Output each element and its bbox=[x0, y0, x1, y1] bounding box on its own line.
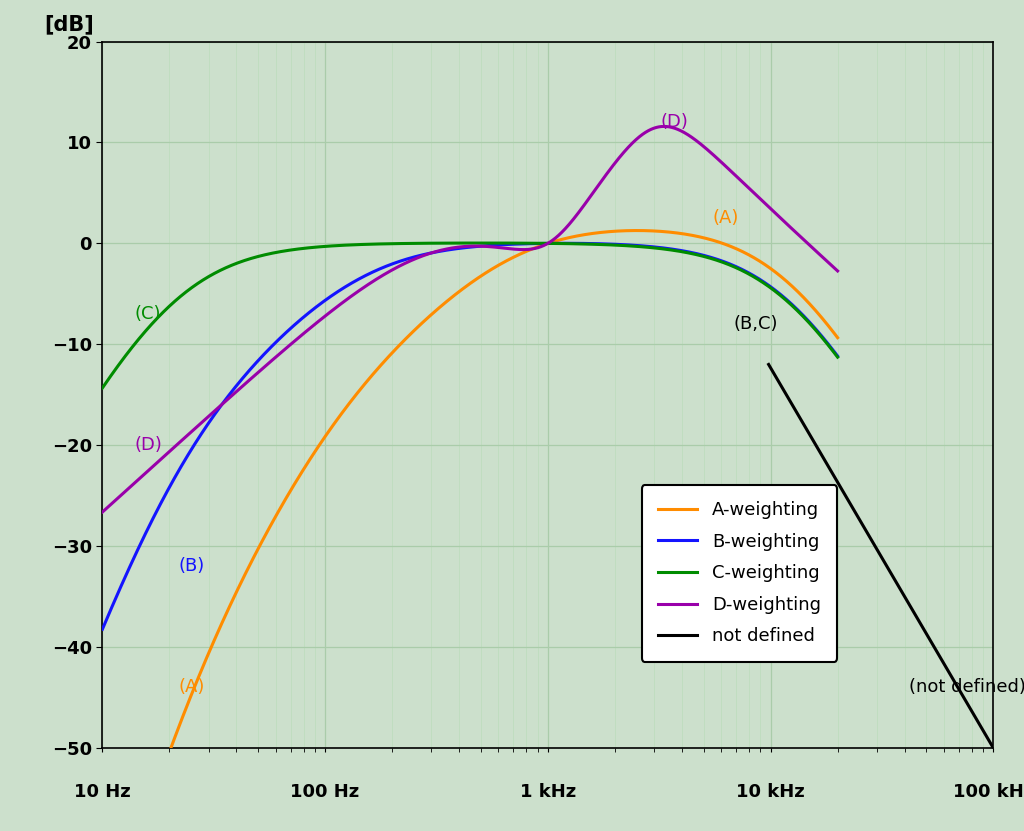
A-weighting bbox=[738, 248, 751, 258]
A-weighting bbox=[831, 332, 844, 342]
A-weighting bbox=[631, 225, 643, 235]
A-weighting bbox=[410, 323, 422, 333]
not defined bbox=[896, 588, 908, 597]
not defined bbox=[900, 594, 912, 604]
B-weighting bbox=[410, 252, 422, 262]
A-weighting bbox=[378, 356, 390, 366]
Text: (C): (C) bbox=[135, 305, 162, 323]
B-weighting bbox=[378, 262, 390, 272]
B-weighting bbox=[817, 333, 829, 343]
D-weighting bbox=[96, 507, 109, 517]
Line: C-weighting: C-weighting bbox=[102, 243, 838, 388]
Text: (A): (A) bbox=[178, 678, 205, 696]
D-weighting bbox=[180, 431, 193, 441]
Text: 1 kHz: 1 kHz bbox=[520, 783, 575, 801]
D-weighting bbox=[378, 269, 390, 279]
Text: 100 kHz: 100 kHz bbox=[952, 783, 1024, 801]
D-weighting bbox=[223, 392, 236, 402]
B-weighting bbox=[738, 266, 751, 276]
Text: [dB]: [dB] bbox=[44, 14, 94, 35]
not defined bbox=[987, 743, 999, 753]
C-weighting bbox=[96, 383, 109, 393]
C-weighting bbox=[831, 352, 844, 362]
Text: 10 kHz: 10 kHz bbox=[736, 783, 805, 801]
Text: 100 Hz: 100 Hz bbox=[291, 783, 359, 801]
Text: (A): (A) bbox=[713, 209, 739, 227]
D-weighting bbox=[410, 253, 422, 263]
Legend: A-weighting, B-weighting, C-weighting, D-weighting, not defined: A-weighting, B-weighting, C-weighting, D… bbox=[641, 485, 838, 661]
C-weighting bbox=[475, 238, 487, 248]
not defined bbox=[763, 360, 775, 370]
D-weighting bbox=[831, 266, 844, 276]
Text: (B,C): (B,C) bbox=[733, 315, 778, 333]
Line: B-weighting: B-weighting bbox=[102, 243, 838, 629]
Text: (D): (D) bbox=[135, 436, 163, 455]
Text: (D): (D) bbox=[660, 113, 688, 131]
C-weighting bbox=[410, 238, 422, 248]
D-weighting bbox=[817, 253, 829, 263]
C-weighting bbox=[738, 267, 751, 277]
Line: A-weighting: A-weighting bbox=[102, 230, 838, 831]
not defined bbox=[895, 587, 907, 597]
Line: not defined: not defined bbox=[769, 365, 993, 748]
A-weighting bbox=[223, 601, 236, 611]
Text: (B): (B) bbox=[178, 558, 205, 575]
B-weighting bbox=[223, 389, 236, 399]
B-weighting bbox=[557, 238, 569, 248]
Text: (not defined): (not defined) bbox=[909, 678, 1024, 696]
not defined bbox=[966, 707, 978, 717]
A-weighting bbox=[180, 703, 193, 713]
Text: 10 Hz: 10 Hz bbox=[74, 783, 131, 801]
D-weighting bbox=[657, 121, 670, 131]
A-weighting bbox=[817, 315, 829, 325]
C-weighting bbox=[223, 261, 236, 271]
B-weighting bbox=[96, 624, 109, 634]
B-weighting bbox=[180, 453, 193, 463]
C-weighting bbox=[180, 287, 193, 297]
not defined bbox=[952, 682, 965, 692]
Line: D-weighting: D-weighting bbox=[102, 126, 838, 512]
D-weighting bbox=[738, 179, 751, 189]
not defined bbox=[763, 361, 775, 371]
C-weighting bbox=[817, 334, 829, 344]
B-weighting bbox=[831, 352, 844, 361]
C-weighting bbox=[378, 238, 390, 248]
